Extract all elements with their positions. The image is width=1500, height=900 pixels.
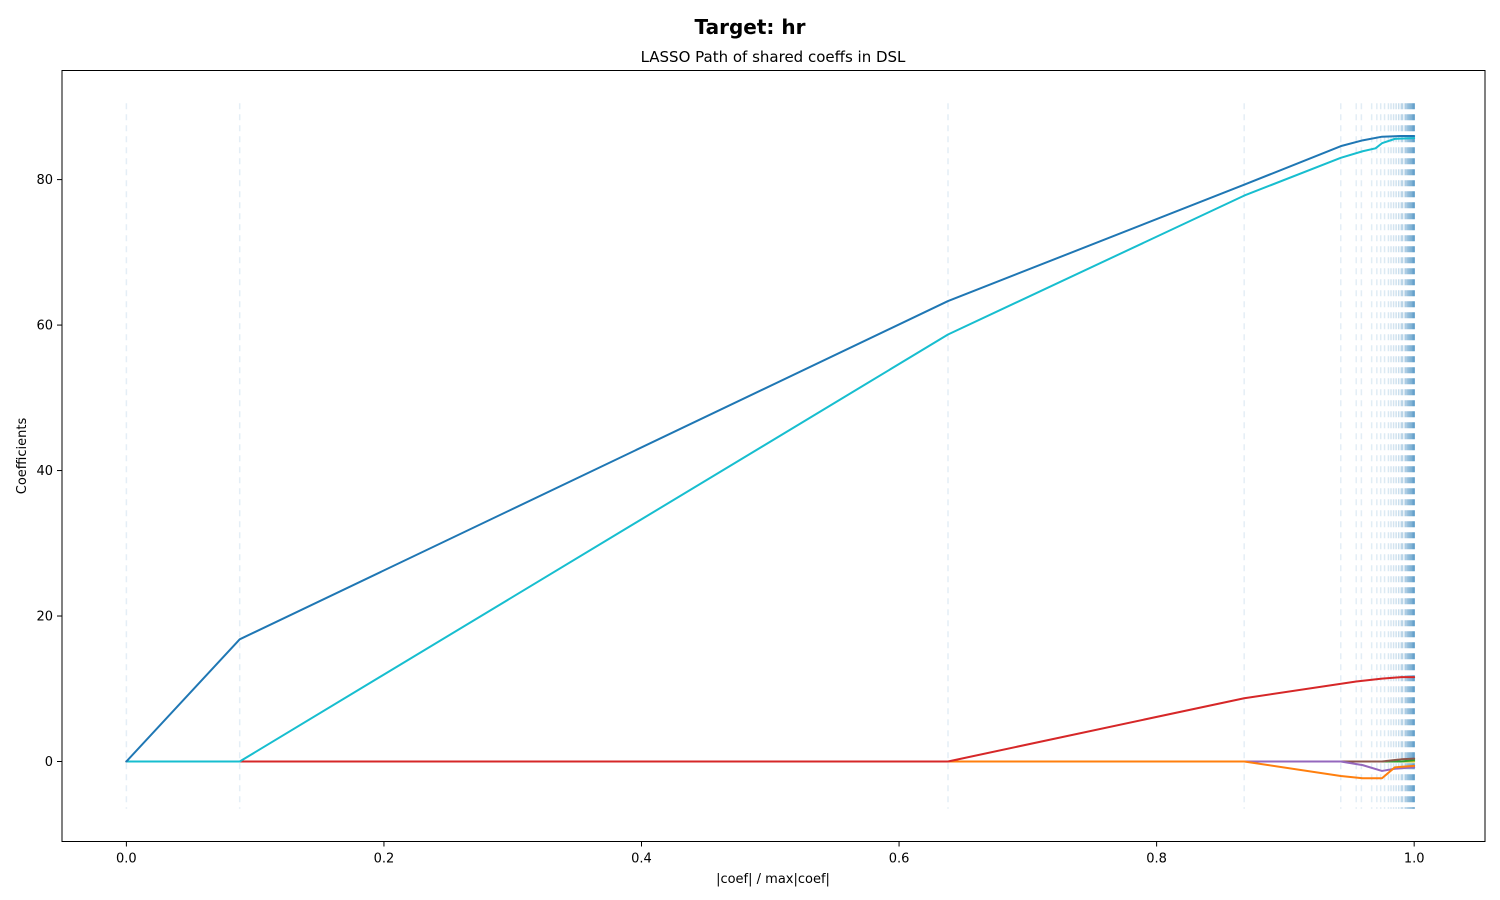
x-tick-label-0: 0.0 xyxy=(116,852,137,867)
y-tick-label-4: 80 xyxy=(36,173,53,188)
series-line-4 xyxy=(125,760,1416,772)
x-tick-label-2: 0.4 xyxy=(631,852,652,867)
y-axis-label: Coefficients xyxy=(15,418,30,495)
y-axis-ticks: 0 20 40 60 80 xyxy=(36,173,62,770)
series-line-0 xyxy=(125,134,1416,763)
y-tick-label-1: 20 xyxy=(36,610,53,625)
chart-title: LASSO Path of shared coeffs in DSL xyxy=(641,48,906,66)
x-tick-label-1: 0.2 xyxy=(374,852,395,867)
series-line-2 xyxy=(125,676,1416,763)
plot-area-frame xyxy=(61,70,1486,842)
x-axis-label: |coef| / max|coef| xyxy=(716,872,830,887)
vertical-dashed-lines xyxy=(125,103,1415,809)
x-tick-label-4: 0.8 xyxy=(1146,852,1167,867)
coefficient-paths xyxy=(125,134,1416,780)
x-axis-ticks: 0.0 0.2 0.4 0.6 0.8 1.0 xyxy=(116,841,1425,867)
x-tick-label-5: 1.0 xyxy=(1404,852,1425,867)
y-tick-label-2: 40 xyxy=(36,464,53,479)
series-line-1 xyxy=(125,137,1416,763)
x-tick-label-3: 0.6 xyxy=(889,852,910,867)
figure-suptitle: Target: hr xyxy=(695,15,806,39)
y-tick-label-3: 60 xyxy=(36,319,53,334)
series-line-3 xyxy=(125,760,1416,780)
y-tick-label-0: 0 xyxy=(45,755,53,770)
